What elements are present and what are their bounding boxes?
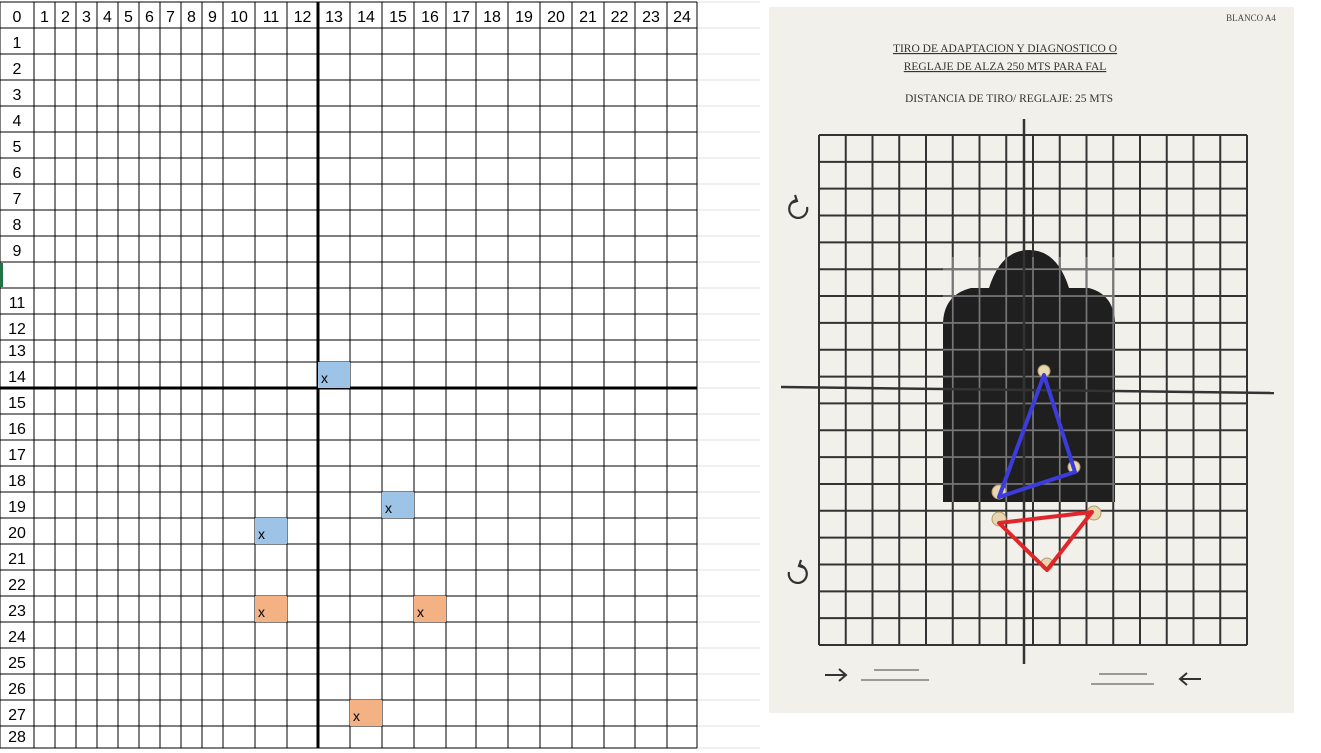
row-header: 28: [8, 729, 26, 746]
column-header: 13: [325, 9, 343, 26]
blue-shot-group: [997, 373, 1077, 499]
row-header: 13: [8, 343, 26, 360]
windage-left-arrow-icon: [1178, 672, 1201, 686]
column-header: 2: [61, 9, 70, 26]
cell-mark-label: x: [417, 604, 424, 620]
red-shot-group: [997, 510, 1094, 572]
cell-mark-label: x: [258, 526, 265, 542]
marked-cell[interactable]: [350, 700, 382, 726]
row-header: 18: [8, 473, 26, 490]
cell-mark-label: x: [321, 370, 328, 386]
row-header: 25: [8, 655, 26, 672]
row-header: 26: [8, 681, 26, 698]
row-header: 2: [13, 61, 22, 78]
selected-row-indicator: [0, 263, 3, 287]
marked-cell[interactable]: [382, 492, 414, 518]
column-header: 4: [103, 9, 112, 26]
row-header: 5: [13, 139, 22, 156]
column-header: 24: [673, 9, 691, 26]
row-header: 11: [9, 295, 26, 312]
cell-mark-label: x: [353, 708, 360, 724]
marked-cell[interactable]: [318, 362, 350, 388]
column-header: 15: [389, 9, 407, 26]
cell-mark-label: x: [385, 500, 392, 516]
column-header: 18: [483, 9, 501, 26]
row-header: 16: [8, 421, 26, 438]
row-header: 9: [13, 243, 22, 260]
column-header: 5: [124, 9, 133, 26]
windage-right-arrow-icon: [825, 668, 848, 682]
row-header: 27: [8, 707, 26, 724]
column-header: 11: [263, 9, 280, 26]
row-header: 3: [13, 87, 22, 104]
row-header: 21: [8, 551, 26, 568]
title-line-1: TIRO DE ADAPTACION Y DIAGNOSTICO O: [893, 43, 1117, 55]
column-header: 23: [642, 9, 660, 26]
distance-text: DISTANCIA DE TIRO/ REGLAJE: 25 MTS: [905, 93, 1113, 105]
column-header: 19: [515, 9, 533, 26]
row-header: 6: [13, 165, 22, 182]
row-header: 22: [8, 577, 26, 594]
marked-cells[interactable]: x x x x x x: [255, 362, 446, 726]
column-header: 21: [579, 9, 597, 26]
row-header: 24: [8, 629, 26, 646]
row-header: 12: [8, 321, 26, 338]
column-header: 6: [145, 9, 154, 26]
horizontal-crosshair: [780, 385, 1275, 395]
row-header: 1: [13, 35, 22, 52]
title-line-2: REGLAJE DE ALZA 250 MTS PARA FAL: [904, 61, 1107, 73]
cell-mark-label: x: [258, 604, 265, 620]
corner-label: BLANCO A4: [1226, 13, 1276, 23]
row-header: 14: [8, 369, 26, 386]
marked-cell[interactable]: [414, 596, 446, 622]
target-photo: BLANCO A4 TIRO DE ADAPTACION Y DIAGNOSTI…: [769, 7, 1294, 713]
row-header: 8: [13, 217, 22, 234]
column-header: 7: [166, 9, 175, 26]
marked-cell[interactable]: [255, 596, 287, 622]
column-header: 3: [82, 9, 91, 26]
column-header: 0: [13, 9, 22, 26]
column-header: 14: [357, 9, 375, 26]
column-header: 10: [230, 9, 248, 26]
column-header: 17: [452, 9, 470, 26]
row-header: 17: [8, 447, 26, 464]
column-header: 12: [294, 9, 312, 26]
row-header: 7: [13, 191, 22, 208]
row-header: 19: [8, 499, 26, 516]
row-header: 23: [8, 603, 26, 620]
column-header: 9: [208, 9, 217, 26]
header-labels: 0 1 2 3 4 5 6 7 8 9 10 11 12 13 14 15 16 17 18 19 20 21 22 23 24…: [0, 9, 691, 746]
elevation-up-icon: [788, 194, 809, 219]
column-header: 22: [611, 9, 629, 26]
row-header: 20: [8, 525, 26, 542]
column-header: 20: [547, 9, 565, 26]
column-header: 1: [40, 9, 49, 26]
column-header: 16: [421, 9, 439, 26]
row-header: 15: [8, 395, 26, 412]
grid-lines: [0, 1, 760, 749]
marked-cell[interactable]: [255, 518, 287, 544]
blurred-instruction-text: [861, 669, 1154, 685]
column-header: 8: [187, 9, 196, 26]
elevation-down-icon: [787, 559, 808, 584]
row-header: 4: [13, 113, 22, 130]
